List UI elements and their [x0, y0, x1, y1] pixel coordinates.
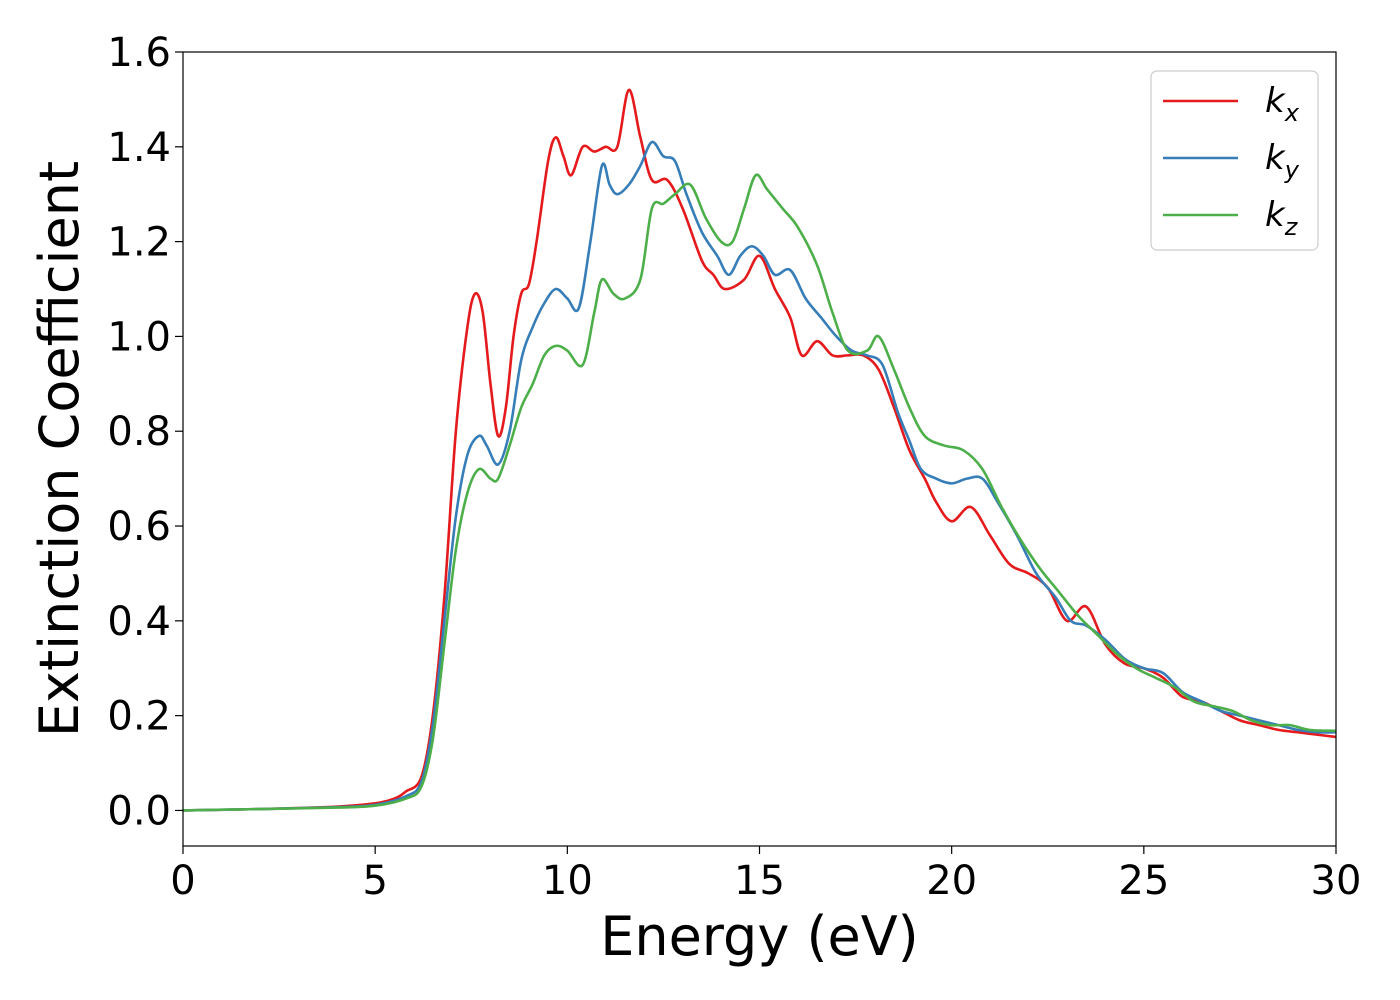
y-tick-label: 0.6: [107, 504, 171, 550]
series-line-z: [183, 173, 1336, 812]
y-tick-label: 0.0: [107, 788, 171, 834]
y-axis-ticks: 0.0 0.2 0.4 0.6 0.8 1.0 1.2 1.4 1.6: [107, 30, 183, 834]
y-tick-label: 0.4: [107, 599, 171, 645]
y-tick-label: 0.8: [107, 409, 171, 455]
legend-label-x: kx: [1265, 81, 1300, 127]
series-layer: [183, 88, 1336, 812]
y-tick-label: 1.2: [107, 220, 171, 266]
x-tick-label: 20: [926, 858, 977, 904]
legend-label-y: ky: [1265, 138, 1300, 184]
legend-label-z: kz: [1265, 195, 1299, 241]
series-line-y: [183, 140, 1336, 812]
x-tick-label: 0: [170, 858, 195, 904]
legend-box: [1150, 70, 1319, 251]
x-tick-label: 10: [542, 858, 593, 904]
y-axis-label: Extinction Coefficient: [28, 161, 91, 737]
x-tick-label: 25: [1118, 858, 1169, 904]
x-axis-label: Energy (eV): [600, 905, 919, 968]
y-tick-label: 1.6: [107, 30, 171, 76]
y-tick-label: 1.0: [107, 314, 171, 360]
y-tick-label: 0.2: [107, 694, 171, 740]
x-axis-ticks: 0 5 10 15 20 25 30: [170, 846, 1361, 904]
y-tick-label: 1.4: [107, 125, 171, 171]
x-tick-label: 5: [362, 858, 387, 904]
legend: kx ky kz: [1150, 70, 1319, 251]
x-tick-label: 15: [734, 858, 785, 904]
x-tick-label: 30: [1311, 858, 1362, 904]
